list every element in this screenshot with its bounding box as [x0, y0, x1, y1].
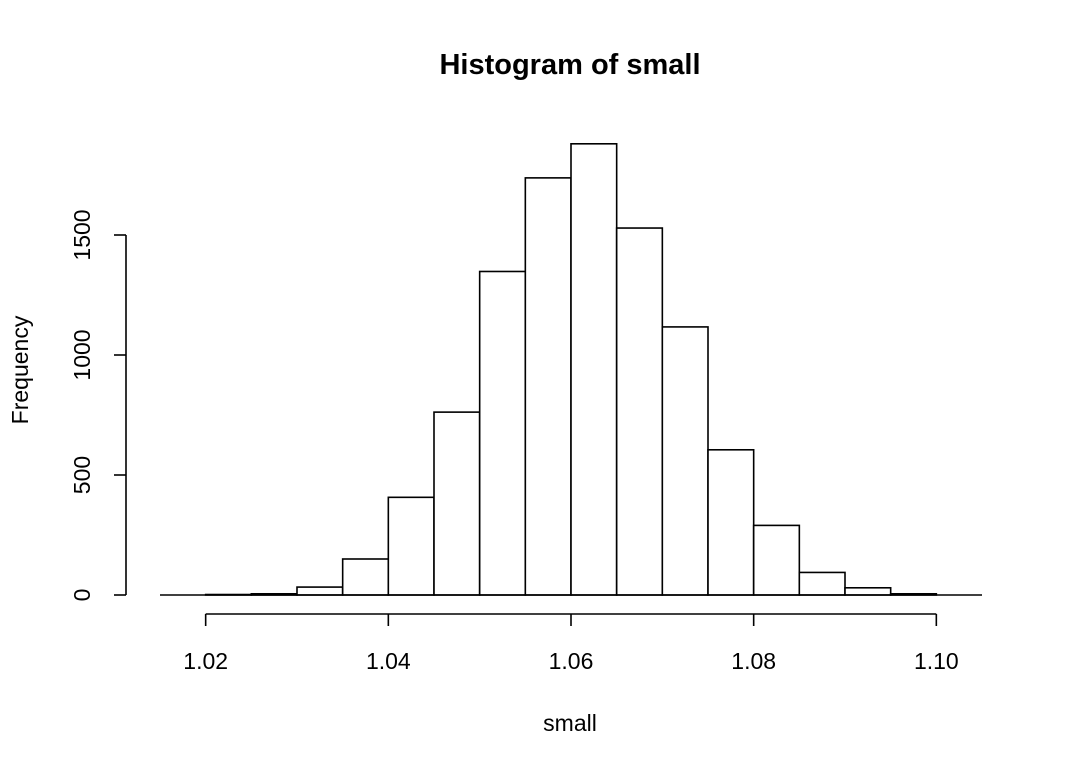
- y-tick-label-1500: 1500: [69, 209, 95, 260]
- y-tick-label-500: 500: [69, 456, 95, 494]
- y-tick-label-0: 0: [69, 589, 95, 602]
- chart-title: Histogram of small: [439, 49, 700, 81]
- histogram-bar-13: [752, 524, 801, 596]
- histogram-bar-10: [615, 227, 664, 596]
- histogram-bar-8: [524, 177, 572, 596]
- x-axis: 1.02 1.04 1.06 1.08 1.10: [183, 613, 959, 674]
- histogram-bar-3: [296, 586, 344, 596]
- x-tick-label-1.04: 1.04: [366, 648, 411, 674]
- histogram-bar-12: [707, 448, 755, 596]
- x-tick-label-1.06: 1.06: [549, 648, 594, 674]
- histogram-bar-14: [798, 571, 846, 596]
- x-tick-label-1.08: 1.08: [731, 648, 776, 674]
- y-axis-label: Frequency: [7, 315, 33, 424]
- histogram-bar-5: [387, 496, 435, 596]
- histogram-bar-11: [661, 326, 709, 596]
- y-tick-label-1000: 1000: [69, 329, 95, 380]
- x-tick-label-1.10: 1.10: [914, 648, 959, 674]
- y-axis: 0 500 1000 1500: [69, 209, 127, 602]
- histogram-bar-7: [478, 270, 527, 596]
- histogram-bar-9: [570, 143, 618, 596]
- x-tick-label-1.02: 1.02: [183, 648, 228, 674]
- histogram-bar-4: [341, 558, 390, 596]
- histogram-bar-6: [433, 411, 481, 596]
- bars-group: [204, 143, 938, 596]
- histogram-bar-15: [844, 586, 892, 596]
- x-axis-label: small: [543, 710, 597, 736]
